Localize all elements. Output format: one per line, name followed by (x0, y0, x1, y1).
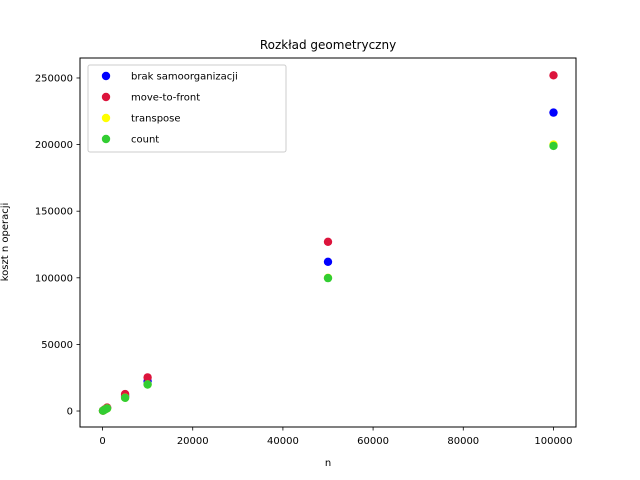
legend-label-4: count (131, 135, 159, 146)
legend-box (87, 64, 287, 153)
legend-marker-4 (101, 134, 111, 144)
y-tick-label-1: 0 (67, 407, 73, 418)
data-point-2-5 (143, 373, 152, 382)
data-point-1-6 (323, 257, 333, 266)
data-point-2-6 (323, 237, 333, 246)
y-axis-ticks: 0 50000 100000 150000 200000 250000 (35, 73, 80, 418)
y-tick-label-2: 50000 (41, 340, 73, 351)
data-point-4-5 (143, 380, 152, 389)
x-tick-label-6: 100000 (534, 436, 572, 447)
legend: brak samoorganizacji move-to-front transpo… (87, 64, 287, 153)
x-tick-label-2: 20000 (177, 436, 209, 447)
legend-label-1: brak samoorganizacji (131, 72, 238, 83)
y-tick-label-6: 250000 (35, 73, 73, 84)
data-point-4-4 (120, 393, 130, 402)
data-point-4-7 (549, 141, 558, 151)
legend-marker-3 (101, 113, 111, 123)
y-tick-label-3: 100000 (35, 273, 73, 284)
y-tick-label-4: 150000 (35, 207, 73, 218)
y-tick-label-5: 200000 (35, 140, 73, 151)
data-point-4-3 (102, 404, 112, 413)
x-tick-label-5: 80000 (447, 436, 479, 447)
x-axis-label: n (325, 458, 331, 469)
y-axis-label: koszt n operacji (0, 203, 11, 282)
x-tick-label-3: 40000 (267, 436, 299, 447)
data-point-1-7 (549, 108, 558, 117)
legend-label-2: move-to-front (131, 93, 200, 104)
chart-title: Rozkład geometryczny (260, 38, 396, 52)
plot-area-frame (79, 57, 577, 428)
data-point-4-6 (323, 273, 333, 283)
data-points (98, 71, 558, 415)
legend-marker-1 (101, 71, 111, 81)
x-axis-ticks: 0 20000 40000 60000 80000 100000 (99, 427, 573, 447)
legend-marker-2 (101, 92, 111, 102)
legend-label-3: transpose (131, 114, 181, 125)
x-tick-label-4: 60000 (357, 436, 389, 447)
data-point-2-7 (549, 71, 558, 80)
x-tick-label-1: 0 (99, 436, 105, 447)
